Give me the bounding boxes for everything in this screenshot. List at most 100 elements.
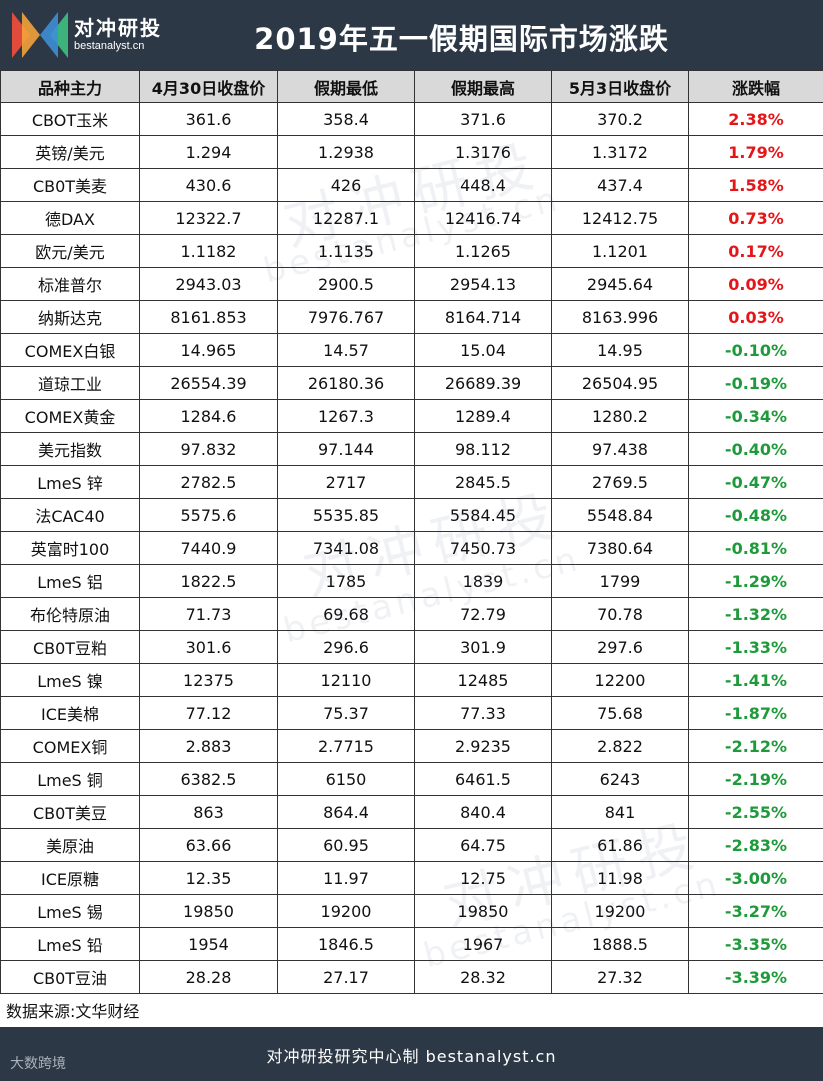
cell-low: 26180.36 [277,366,415,400]
cell-change: -3.27% [688,894,823,928]
footer-bar: 大数跨境 对冲研投研究中心制 bestanalyst.cn [0,1027,823,1081]
cell-close-apr30: 97.832 [139,432,278,466]
cell-high: 301.9 [414,630,552,664]
cell-high: 8164.714 [414,300,552,334]
cell-close-apr30: 361.6 [139,102,278,136]
table-row: 标准普尔 2943.03 2900.5 2954.13 2945.64 0.09% [0,267,823,301]
cell-low: 2900.5 [277,267,415,301]
cell-close-may3: 297.6 [551,630,689,664]
cell-name: LmeS 铜 [0,762,140,796]
table-row: 欧元/美元 1.1182 1.1135 1.1265 1.1201 0.17% [0,234,823,268]
cell-low: 12110 [277,663,415,697]
table-row: LmeS 锡 19850 19200 19850 19200 -3.27% [0,894,823,928]
cell-name: 欧元/美元 [0,234,140,268]
table-row: 英富时100 7440.9 7341.08 7450.73 7380.64 -0.81% [0,531,823,565]
table-row: ICE原糖 12.35 11.97 12.75 11.98 -3.00% [0,861,823,895]
cell-close-apr30: 77.12 [139,696,278,730]
table-row: LmeS 铅 1954 1846.5 1967 1888.5 -3.35% [0,927,823,961]
cell-change: 2.38% [688,102,823,136]
cell-name: LmeS 铅 [0,927,140,961]
table-row: CB0T美豆 863 864.4 840.4 841 -2.55% [0,795,823,829]
cell-change: -1.33% [688,630,823,664]
cell-high: 64.75 [414,828,552,862]
cell-low: 1.1135 [277,234,415,268]
cell-close-apr30: 5575.6 [139,498,278,532]
cell-name: 布伦特原油 [0,597,140,631]
cell-change: -0.19% [688,366,823,400]
column-header-high: 假期最高 [414,70,552,103]
column-header-close-may3: 5月3日收盘价 [551,70,689,103]
cell-change: -0.40% [688,432,823,466]
cell-name: CB0T豆粕 [0,630,140,664]
table-row: 美原油 63.66 60.95 64.75 61.86 -2.83% [0,828,823,862]
cell-close-apr30: 63.66 [139,828,278,862]
cell-close-may3: 11.98 [551,861,689,895]
cell-high: 1.1265 [414,234,552,268]
cell-close-apr30: 2943.03 [139,267,278,301]
table-row: CBOT玉米 361.6 358.4 371.6 370.2 2.38% [0,102,823,136]
market-table: 品种主力 4月30日收盘价 假期最低 假期最高 5月3日收盘价 涨跌幅 CBOT… [0,70,823,994]
cell-high: 448.4 [414,168,552,202]
cell-change: 0.73% [688,201,823,235]
cell-low: 5535.85 [277,498,415,532]
table-row: 德DAX 12322.7 12287.1 12416.74 12412.75 0.73% [0,201,823,235]
cell-name: 英镑/美元 [0,135,140,169]
table-row: CB0T美麦 430.6 426 448.4 437.4 1.58% [0,168,823,202]
cell-high: 1289.4 [414,399,552,433]
cell-change: -3.35% [688,927,823,961]
cell-name: CBOT玉米 [0,102,140,136]
cell-name: ICE美棉 [0,696,140,730]
table-row: LmeS 铝 1822.5 1785 1839 1799 -1.29% [0,564,823,598]
cell-change: 0.03% [688,300,823,334]
cell-name: ICE原糖 [0,861,140,895]
brand-logo-icon [12,12,68,58]
cell-change: -0.48% [688,498,823,532]
footer-text: 对冲研投研究中心制 bestanalyst.cn [266,1047,557,1066]
column-header-close-apr30: 4月30日收盘价 [139,70,278,103]
cell-change: -1.41% [688,663,823,697]
cell-change: -2.12% [688,729,823,763]
cell-close-may3: 61.86 [551,828,689,862]
table-row: CB0T豆粕 301.6 296.6 301.9 297.6 -1.33% [0,630,823,664]
header-bar: 对冲研投 bestanalyst.cn 2019年五一假期国际市场涨跌 [0,0,823,70]
cell-close-may3: 1280.2 [551,399,689,433]
table-row: COMEX铜 2.883 2.7715 2.9235 2.822 -2.12% [0,729,823,763]
table-row: COMEX黄金 1284.6 1267.3 1289.4 1280.2 -0.34% [0,399,823,433]
table-header-row: 品种主力 4月30日收盘价 假期最低 假期最高 5月3日收盘价 涨跌幅 [0,70,823,103]
cell-high: 12.75 [414,861,552,895]
cell-close-may3: 5548.84 [551,498,689,532]
cell-close-may3: 2.822 [551,729,689,763]
cell-high: 77.33 [414,696,552,730]
cell-close-may3: 2769.5 [551,465,689,499]
cell-high: 98.112 [414,432,552,466]
cell-name: 英富时100 [0,531,140,565]
cell-change: 0.09% [688,267,823,301]
cell-change: -2.19% [688,762,823,796]
cell-close-may3: 26504.95 [551,366,689,400]
cell-low: 27.17 [277,960,415,994]
cell-name: CB0T美豆 [0,795,140,829]
cell-high: 1.3176 [414,135,552,169]
cell-close-apr30: 12322.7 [139,201,278,235]
cell-high: 7450.73 [414,531,552,565]
cell-close-may3: 1888.5 [551,927,689,961]
table-row: COMEX白银 14.965 14.57 15.04 14.95 -0.10% [0,333,823,367]
cell-high: 5584.45 [414,498,552,532]
cell-low: 2.7715 [277,729,415,763]
cell-close-apr30: 1822.5 [139,564,278,598]
cell-close-may3: 19200 [551,894,689,928]
cell-close-apr30: 71.73 [139,597,278,631]
cell-low: 358.4 [277,102,415,136]
cell-close-apr30: 1284.6 [139,399,278,433]
cell-change: -1.87% [688,696,823,730]
cell-close-may3: 70.78 [551,597,689,631]
cell-close-may3: 12412.75 [551,201,689,235]
cell-change: -0.10% [688,333,823,367]
cell-close-may3: 1.1201 [551,234,689,268]
cell-close-apr30: 26554.39 [139,366,278,400]
footer-watermark-text: 大数跨境 [10,1056,66,1072]
cell-name: LmeS 铝 [0,564,140,598]
cell-change: -0.34% [688,399,823,433]
cell-close-apr30: 430.6 [139,168,278,202]
cell-name: LmeS 锡 [0,894,140,928]
